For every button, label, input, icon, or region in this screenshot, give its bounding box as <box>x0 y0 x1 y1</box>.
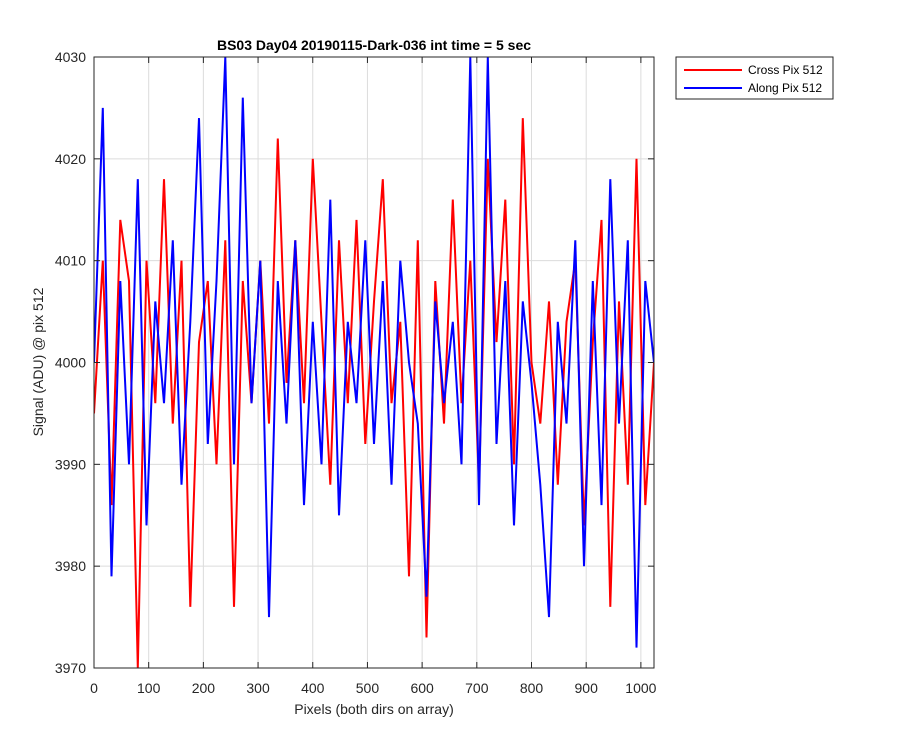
x-tick-label: 700 <box>465 680 489 696</box>
y-axis-ticks: 3970 3980 3990 4000 4010 4020 4030 <box>55 49 654 676</box>
series-line-1 <box>94 57 654 648</box>
x-tick-label: 0 <box>90 680 98 696</box>
legend-label-cross-pix: Cross Pix 512 <box>748 63 823 77</box>
x-tick-label: 100 <box>137 680 161 696</box>
y-tick-label: 4030 <box>55 49 86 65</box>
legend: Cross Pix 512 Along Pix 512 <box>675 56 834 100</box>
x-tick-label: 400 <box>301 680 325 696</box>
legend-label-along-pix: Along Pix 512 <box>748 81 822 95</box>
series-layer <box>94 57 654 668</box>
y-tick-label: 4020 <box>55 151 86 167</box>
x-axis-ticks: 0 100 200 300 400 500 600 700 800 900 1000 <box>90 57 657 696</box>
x-tick-label: 1000 <box>625 680 656 696</box>
series-line-0 <box>94 118 654 668</box>
x-tick-label: 300 <box>246 680 270 696</box>
legend-box <box>675 56 834 100</box>
y-tick-label: 3980 <box>55 558 86 574</box>
x-tick-label: 200 <box>192 680 216 696</box>
y-tick-label: 4010 <box>55 253 86 269</box>
y-tick-label: 4000 <box>55 355 86 371</box>
x-axis-label: Pixels (both dirs on array) <box>294 701 454 717</box>
x-tick-label: 800 <box>520 680 544 696</box>
x-tick-label: 500 <box>356 680 380 696</box>
y-tick-label: 3970 <box>55 660 86 676</box>
y-tick-label: 3990 <box>55 456 86 472</box>
x-tick-label: 900 <box>575 680 599 696</box>
chart-title: BS03 Day04 20190115-Dark-036 int time = … <box>217 37 531 53</box>
x-tick-label: 600 <box>410 680 434 696</box>
y-axis-label: Signal (ADU) @ pix 512 <box>30 287 46 436</box>
